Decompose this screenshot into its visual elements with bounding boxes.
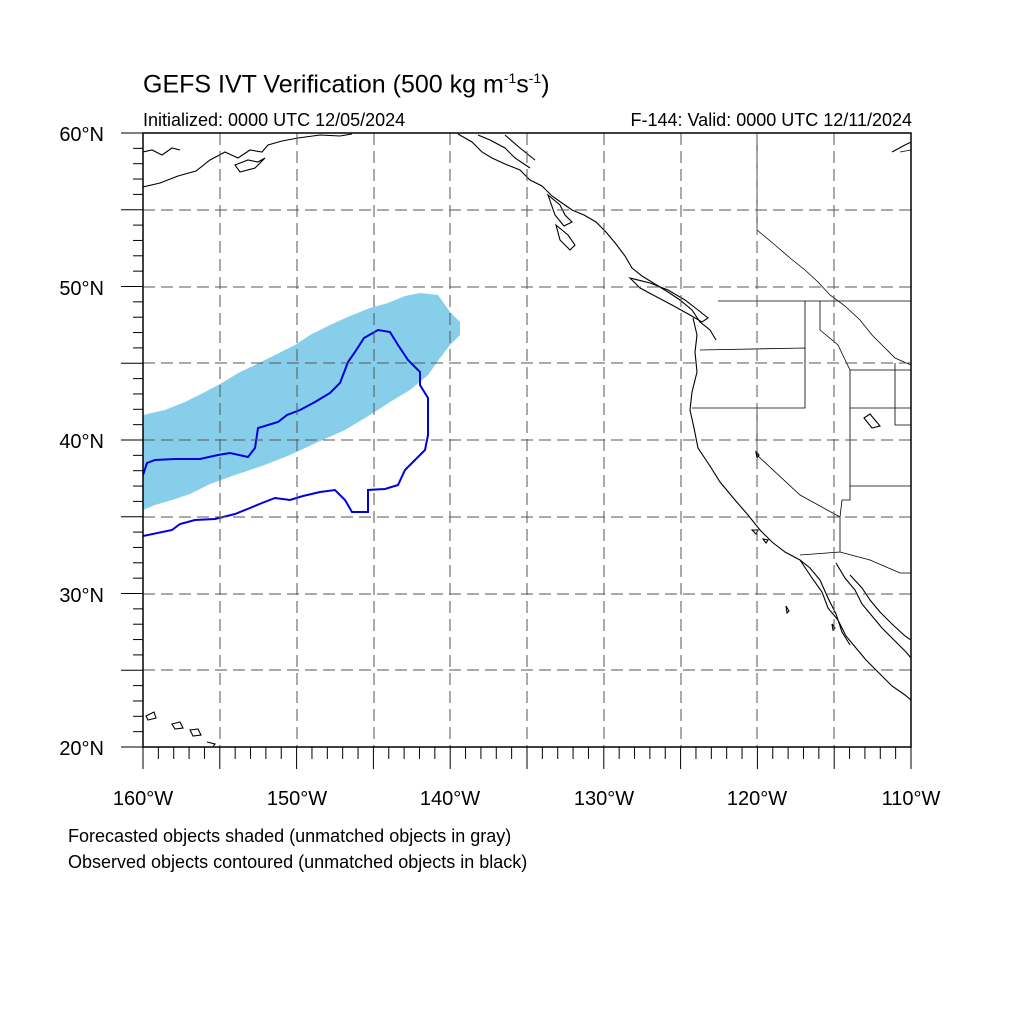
lat-axis-labels: 60°N 50°N 40°N 30°N 20°N	[59, 124, 104, 760]
lon-label: 140°W	[420, 788, 480, 810]
forecast-object-shaded	[143, 293, 460, 510]
forecast-legend-note: Forecasted objects shaded (unmatched obj…	[68, 826, 512, 846]
lat-label: 20°N	[59, 738, 104, 760]
lon-label: 110°W	[882, 788, 941, 810]
map-title: GEFS IVT Verification (500 kg m-1s-1)	[143, 70, 550, 99]
lat-label: 30°N	[59, 585, 104, 607]
lon-label: 150°W	[267, 788, 327, 810]
lon-label: 160°W	[113, 788, 173, 810]
lat-label: 60°N	[59, 124, 104, 146]
observed-object-contour	[143, 328, 429, 537]
lon-label: 130°W	[574, 788, 634, 810]
political-boundaries	[692, 133, 911, 574]
lat-lon-grid	[143, 133, 911, 747]
lon-label: 120°W	[727, 788, 787, 810]
observed-legend-note: Observed objects contoured (unmatched ob…	[68, 852, 528, 872]
axis-ticks	[121, 132, 912, 769]
lat-label: 50°N	[59, 278, 104, 300]
init-time-label: Initialized: 0000 UTC 12/05/2024	[143, 110, 406, 130]
lon-axis-labels: 160°W 150°W 140°W 130°W 120°W 110°W	[113, 788, 941, 810]
lat-label: 40°N	[59, 431, 104, 453]
valid-time-label: F-144: Valid: 0000 UTC 12/11/2024	[630, 110, 912, 130]
coastlines	[143, 133, 911, 747]
